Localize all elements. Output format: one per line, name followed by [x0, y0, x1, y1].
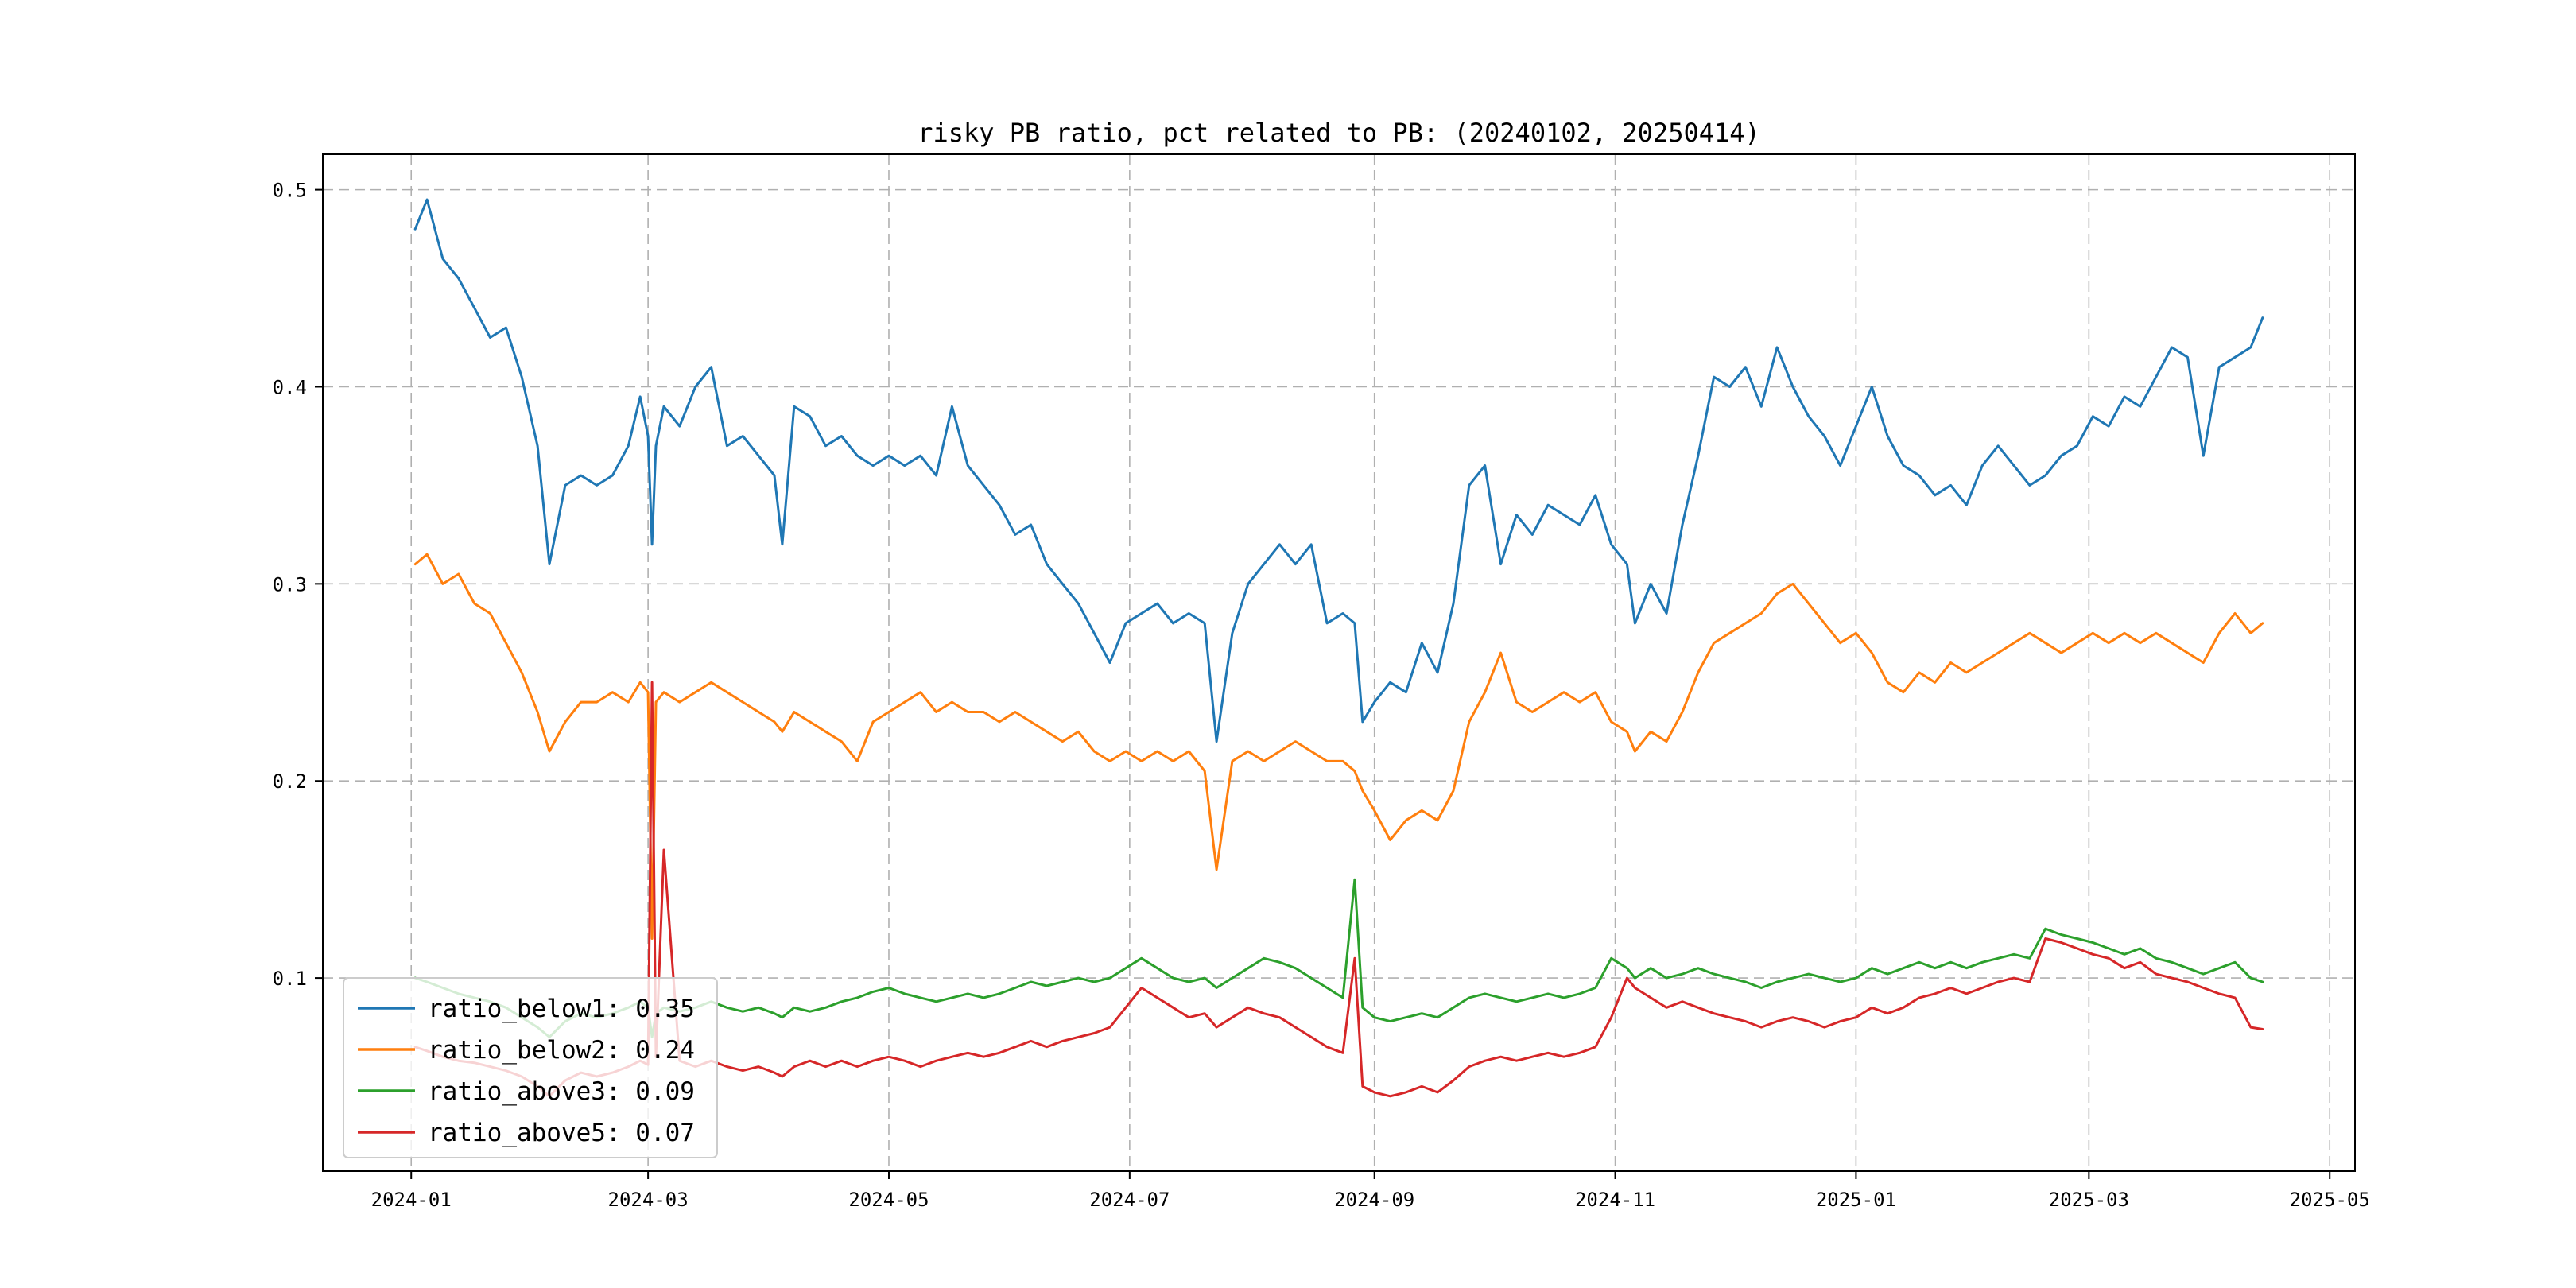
legend-label-ratio_above5: ratio_above5: 0.07	[428, 1119, 695, 1147]
y-tick-label: 0.1	[273, 968, 307, 990]
series-lines	[413, 198, 2264, 1098]
axis-ticks: 2024-01 2024-03 2024-05 2024-07 2024-09 2024-…	[273, 180, 2370, 1211]
legend-box	[343, 977, 718, 1158]
legend-label-ratio_above3: ratio_above3: 0.09	[428, 1077, 695, 1106]
series-line-ratio_below2	[413, 553, 2264, 940]
x-tick-label: 2025-03	[2049, 1189, 2129, 1211]
x-tick-label: 2024-09	[1334, 1189, 1414, 1211]
x-tick-label: 2024-01	[371, 1189, 452, 1211]
x-tick-label: 2024-11	[1575, 1189, 1655, 1211]
y-tick-label: 0.5	[273, 180, 307, 202]
legend: ratio_below1: 0.35 ratio_below2: 0.24 rati…	[343, 977, 718, 1158]
x-tick-label: 2024-03	[608, 1189, 689, 1211]
legend-label-ratio_below2: ratio_below2: 0.24	[428, 1036, 695, 1065]
x-tick-label: 2025-05	[2290, 1189, 2370, 1211]
x-tick-label: 2024-07	[1089, 1189, 1170, 1211]
y-tick-label: 0.3	[273, 573, 307, 596]
x-tick-label: 2025-01	[1816, 1189, 1896, 1211]
x-tick-label: 2024-05	[848, 1189, 929, 1211]
legend-label-ratio_below1: ratio_below1: 0.35	[428, 995, 695, 1023]
plot-border	[322, 153, 2356, 1172]
series-line-ratio_below1	[413, 198, 2264, 743]
chart-title: risky PB ratio, pct related to PB: (2024…	[918, 118, 1760, 148]
y-tick-label: 0.2	[273, 770, 307, 793]
y-tick-label: 0.4	[273, 376, 307, 398]
